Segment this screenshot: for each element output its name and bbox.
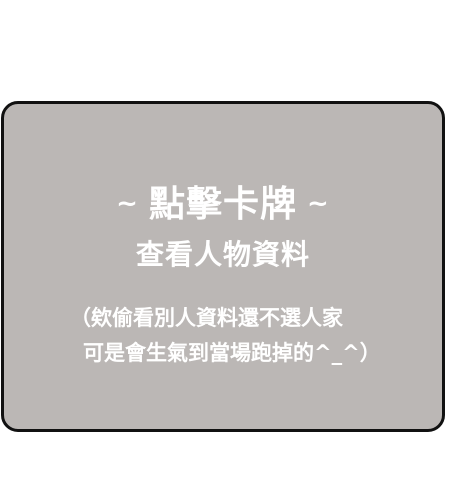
card-title: ~ 點擊卡牌 ~ <box>4 184 442 225</box>
card-subtitle: 查看人物資料 <box>135 238 310 271</box>
card-note-line-2: 可是會生氣到當場跑掉的^_^） <box>83 341 381 365</box>
title-text: 點擊卡牌 <box>148 184 297 225</box>
title-tilde-right: ~ <box>297 189 330 219</box>
character-card[interactable]: ~ 點擊卡牌 ~ 查看人物資料 （欸偷看別人資料還不選人家 可是會生氣到當場跑掉… <box>1 101 445 432</box>
title-tilde-left: ~ <box>116 189 149 219</box>
card-note-line-1: （欸偷看別人資料還不選人家 <box>70 306 343 330</box>
